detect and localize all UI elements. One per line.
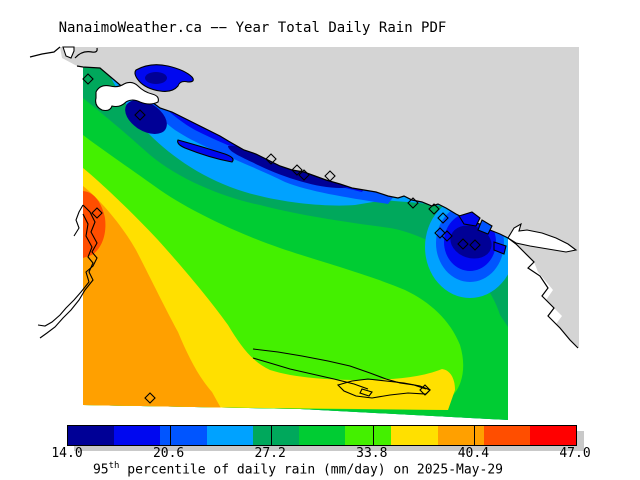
colorbar-segment-7 [391,426,438,445]
station-diamond-icon [144,392,156,404]
station-diamond-icon [291,164,303,176]
colorbar-tick [372,426,374,445]
inlet-tongue [177,139,234,163]
station-diamond-icon [407,197,419,209]
colorbar-tick [169,426,171,445]
colorbar-segment-2 [160,426,207,445]
inlet-and-islands [62,46,578,255]
colorbar-segment-5 [298,426,346,445]
colorbar-segment-3 [206,426,253,445]
colorbar-label: 14.0 [51,446,83,461]
colorbar-segment-6 [345,426,392,445]
station-diamond-icon [428,203,440,215]
colorbar-label: 33.8 [356,446,388,461]
colorbar-segment-10 [529,426,577,445]
colorbar-segment-0 [68,426,115,445]
colorbar-tick [474,426,476,445]
page-title: NanaimoWeather.ca −− Year Total Daily Ra… [58,20,447,36]
colorbar-segment-1 [114,426,161,445]
inlet-core [145,72,167,84]
colorbar-tick-labels: 14.0 20.6 27.2 33.8 40.4 47.0 [51,446,590,461]
mainland-landmass [60,47,579,348]
station-diamond-icon [134,109,146,121]
white-notch-inlet [62,46,75,59]
station-diamond-icon [91,207,103,219]
colorbar [67,425,577,446]
station-diamond-icon [434,227,446,239]
colorbar-label: 27.2 [254,446,286,461]
station-markers [82,73,481,404]
burrard-patch-1 [458,211,481,227]
colorbar-segment-4 [252,426,299,445]
colorbar-label: 47.0 [559,446,591,461]
band-orange [83,186,222,410]
burrard-patch-2 [477,219,493,235]
colorbar-segment-8 [437,426,484,445]
station-diamond-icon [419,384,431,396]
long-white-island [507,222,578,253]
station-diamond-icon [469,239,481,251]
station-diamond-icon [298,169,310,181]
caption-rest: percentile of daily rain (mm/day) on 202… [119,462,503,478]
station-diamond-icon [82,73,94,85]
harbor-islands [95,81,159,112]
station-diamond-icon [265,153,277,165]
station-diamond-icon [324,170,336,182]
colorbar-label: 20.6 [152,446,185,461]
burrard-patch-3 [493,241,507,255]
station-diamond-icon [457,238,469,250]
coastline [29,46,579,349]
caption-superscript: th [108,461,120,471]
colorbar-caption: 95th percentile of daily rain (mm/day) o… [38,461,558,477]
colorbar-tick [271,426,273,445]
left-coastline-squiggles [37,204,98,339]
station-diamond-icon [441,230,453,242]
caption-base: 95 [92,462,109,478]
station-diamond-icon [437,212,449,224]
colorbar-segment-9 [483,426,530,445]
colorbar-label: 40.4 [457,446,490,461]
